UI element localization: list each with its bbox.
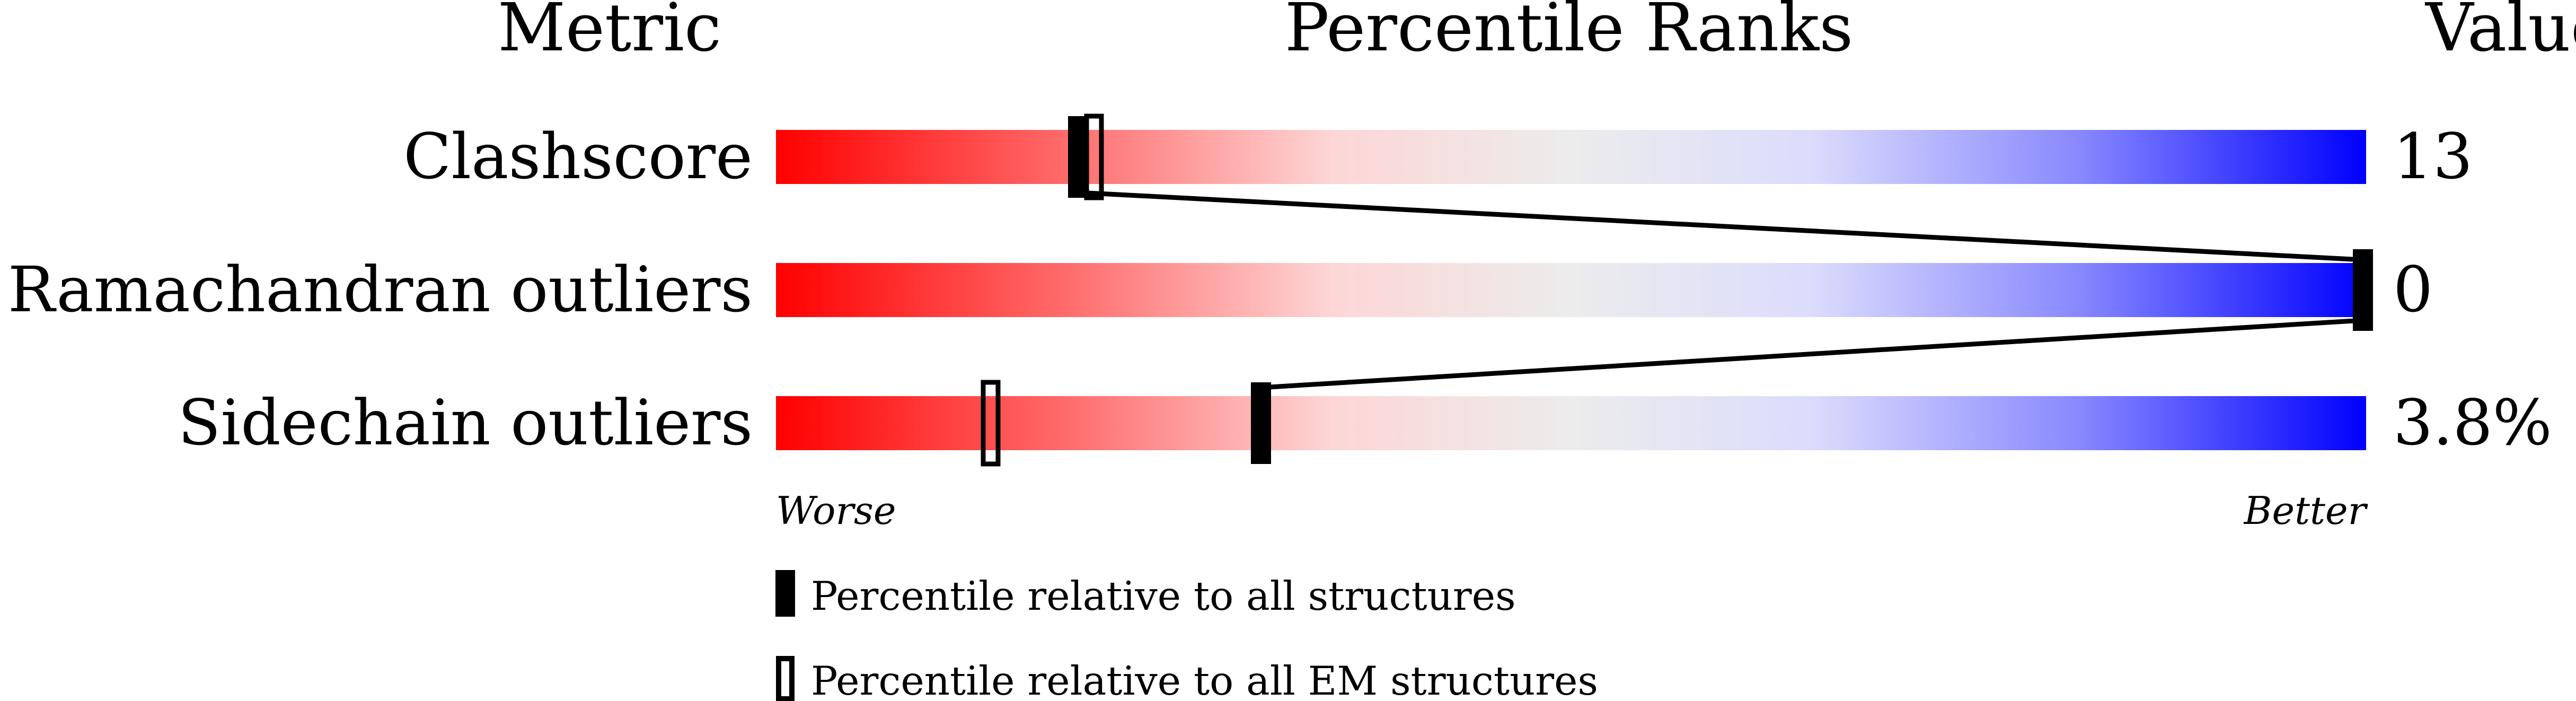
header-percentile-ranks: Percentile Ranks: [1285, 0, 1854, 66]
connector-line: [1260, 318, 2363, 390]
axis-worse-label: Worse: [776, 488, 896, 533]
metric-label-clashscore: Clashscore: [403, 120, 753, 193]
percentile-bar-sidechain-outliers: [776, 396, 2366, 450]
value-clashscore: 13: [2393, 120, 2473, 193]
percentile-bar-clashscore: [776, 130, 2366, 184]
legend-em-label: Percentile relative to all EM structures: [811, 658, 1598, 701]
all-percentile-marker-sidechain-outliers: [1251, 382, 1271, 464]
metric-label-ramachandran-outliers: Ramachandran outliers: [8, 253, 753, 326]
connector-line: [1078, 190, 2363, 262]
legend-all-label: Percentile relative to all structures: [811, 573, 1516, 619]
percentile-bar-ramachandran-outliers: [776, 263, 2366, 317]
em-percentile-marker-sidechain-outliers: [981, 380, 1001, 467]
all-percentile-marker-ramachandran-outliers: [2353, 249, 2373, 331]
all-percentile-marker-clashscore: [1068, 116, 1088, 198]
metric-label-sidechain-outliers: Sidechain outliers: [178, 386, 753, 459]
legend-em-marker: [776, 656, 795, 701]
value-sidechain-outliers: 3.8%: [2393, 386, 2552, 459]
value-ramachandran-outliers: 0: [2393, 253, 2433, 326]
header-metric: Metric: [498, 0, 721, 66]
header-value: Value: [2424, 0, 2576, 66]
legend-all-marker: [775, 570, 795, 617]
axis-better-label: Better: [2243, 488, 2368, 533]
